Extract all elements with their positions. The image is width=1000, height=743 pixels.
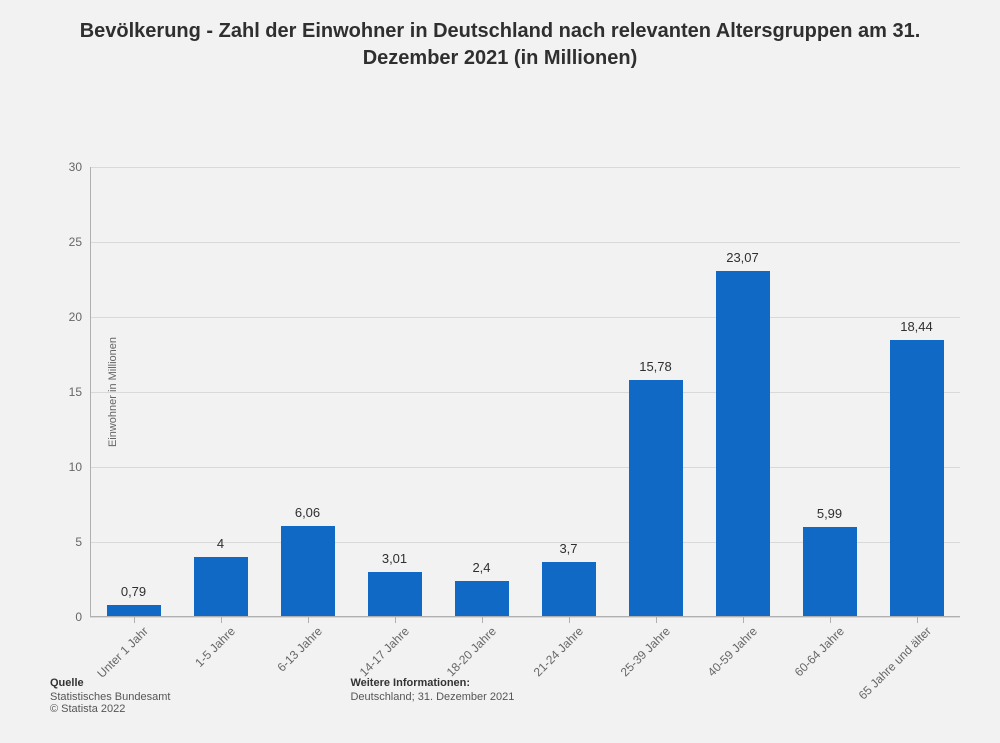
bar-value-label: 6,06 [295, 505, 320, 520]
bar-slot: 2,418-20 Jahre [438, 167, 525, 617]
y-tick-label: 10 [69, 460, 90, 474]
x-tick-mark [395, 617, 396, 623]
y-tick-label: 0 [75, 610, 90, 624]
bar [629, 380, 683, 617]
x-tick-label: 40-59 Jahre [704, 624, 759, 679]
x-axis-line [90, 616, 960, 617]
bar-value-label: 3,7 [559, 541, 577, 556]
y-tick-label: 25 [69, 235, 90, 249]
bar-value-label: 2,4 [472, 560, 490, 575]
x-tick-mark [482, 617, 483, 623]
bars-group: 0,79Unter 1 Jahr41-5 Jahre6,066-13 Jahre… [90, 167, 960, 617]
info-heading: Weitere Informationen: [350, 677, 514, 689]
bar-value-label: 23,07 [726, 250, 759, 265]
x-tick-mark [656, 617, 657, 623]
x-tick-label: 14-17 Jahre [356, 624, 411, 679]
info-block: Weitere Informationen: Deutschland; 31. … [350, 677, 514, 715]
chart-title: Bevölkerung - Zahl der Einwohner in Deut… [0, 0, 1000, 72]
source-line: Statistisches Bundesamt [50, 691, 170, 703]
x-tick-label: Unter 1 Jahr [94, 624, 151, 681]
bar-value-label: 5,99 [817, 506, 842, 521]
bar-slot: 5,9960-64 Jahre [786, 167, 873, 617]
bar-slot: 3,0114-17 Jahre [351, 167, 438, 617]
bar [368, 572, 422, 617]
x-tick-mark [308, 617, 309, 623]
bar-value-label: 4 [217, 536, 224, 551]
bar [542, 562, 596, 618]
plot-area: Einwohner in Millionen 0,79Unter 1 Jahr4… [90, 167, 960, 617]
bar-slot: 23,0740-59 Jahre [699, 167, 786, 617]
bar [455, 581, 509, 617]
bar-value-label: 0,79 [121, 584, 146, 599]
x-tick-label: 25-39 Jahre [617, 624, 672, 679]
source-copyright: © Statista 2022 [50, 703, 170, 715]
bar-slot: 3,721-24 Jahre [525, 167, 612, 617]
bar-slot: 41-5 Jahre [177, 167, 264, 617]
x-tick-mark [569, 617, 570, 623]
y-tick-label: 20 [69, 310, 90, 324]
chart-container: Bevölkerung - Zahl der Einwohner in Deut… [0, 0, 1000, 743]
source-block: Quelle Statistisches Bundesamt © Statist… [50, 677, 170, 715]
bar [803, 527, 857, 617]
bar [194, 557, 248, 617]
bar [716, 271, 770, 617]
x-tick-mark [830, 617, 831, 623]
bar-slot: 18,4465 Jahre und älter [873, 167, 960, 617]
bar-value-label: 18,44 [900, 319, 933, 334]
x-tick-mark [134, 617, 135, 623]
x-tick-mark [743, 617, 744, 623]
bar-slot: 15,7825-39 Jahre [612, 167, 699, 617]
x-tick-label: 18-20 Jahre [443, 624, 498, 679]
x-tick-label: 6-13 Jahre [274, 624, 324, 674]
x-tick-label: 65 Jahre und älter [855, 624, 933, 702]
x-tick-mark [917, 617, 918, 623]
bar-value-label: 3,01 [382, 551, 407, 566]
source-heading: Quelle [50, 677, 170, 689]
y-axis-line [90, 167, 91, 617]
bar [890, 340, 944, 617]
x-tick-label: 60-64 Jahre [791, 624, 846, 679]
bar-slot: 6,066-13 Jahre [264, 167, 351, 617]
x-tick-label: 1-5 Jahre [192, 624, 238, 670]
y-tick-label: 5 [75, 535, 90, 549]
x-tick-label: 21-24 Jahre [530, 624, 585, 679]
chart-footer: Quelle Statistisches Bundesamt © Statist… [50, 677, 514, 715]
info-line: Deutschland; 31. Dezember 2021 [350, 691, 514, 703]
bar-value-label: 15,78 [639, 359, 672, 374]
y-tick-label: 30 [69, 160, 90, 174]
bar [281, 526, 335, 617]
x-tick-mark [221, 617, 222, 623]
y-tick-label: 15 [69, 385, 90, 399]
bar-slot: 0,79Unter 1 Jahr [90, 167, 177, 617]
